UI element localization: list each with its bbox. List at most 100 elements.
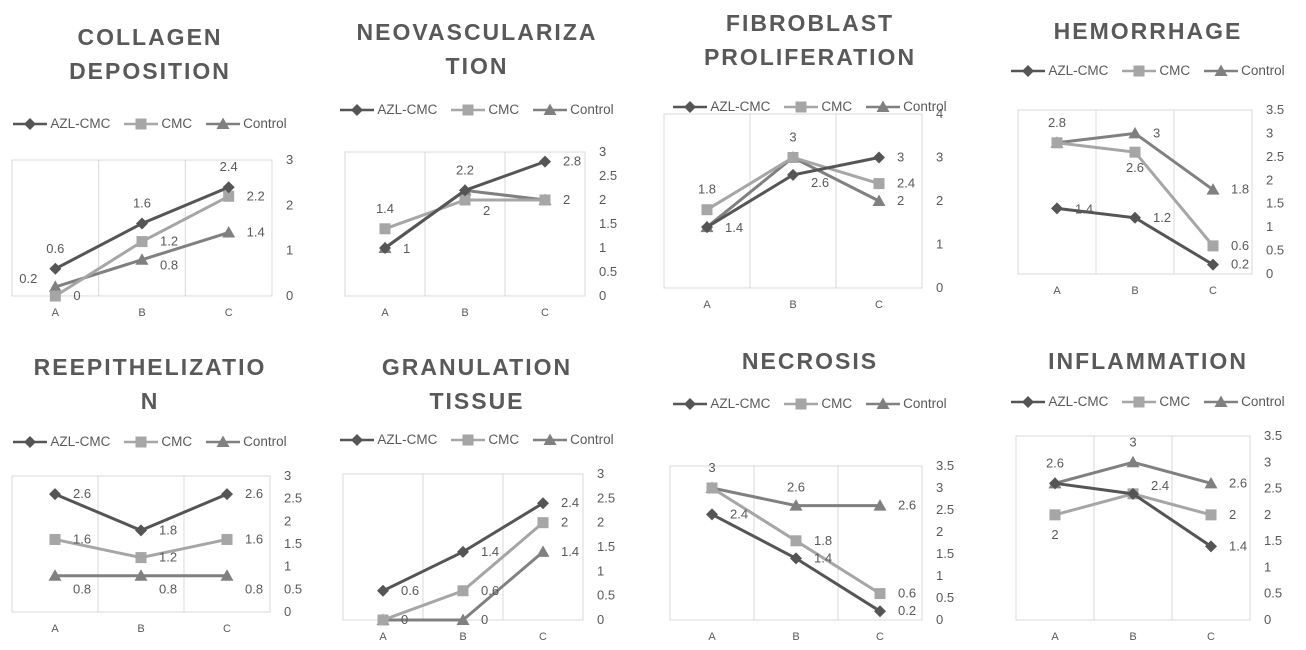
- data-label: 2: [561, 515, 568, 530]
- data-point: [48, 280, 62, 292]
- legend-marker: [216, 435, 230, 447]
- data-point: [789, 499, 803, 511]
- data-point: [136, 236, 148, 248]
- legend-label: CMC: [821, 99, 853, 114]
- plot-area: [11, 159, 273, 297]
- legend-marker: [684, 397, 697, 410]
- legend-swatch: [1011, 64, 1046, 77]
- chart-title-line: TISSUE: [429, 388, 525, 414]
- legend-label: CMC: [1159, 63, 1191, 78]
- data-point: [1129, 211, 1141, 224]
- legend-swatch: [13, 435, 48, 448]
- x-tick-label: C: [539, 631, 547, 643]
- data-point: [49, 290, 61, 302]
- data-point: [874, 588, 886, 600]
- y-tick-label: 2.5: [597, 490, 615, 505]
- data-point: [48, 569, 62, 581]
- data-point: [459, 184, 471, 197]
- legend-item: CMC: [1122, 394, 1190, 409]
- data-point: [790, 535, 802, 547]
- legend-swatch: [784, 101, 819, 112]
- legend-swatch: [206, 435, 241, 447]
- chart-panel: GRANULATION TISSUE AZL-CMC CMC Control 0 0.5 1 1…: [327, 350, 627, 650]
- legend-marker: [876, 397, 890, 409]
- data-label: 2: [483, 203, 490, 218]
- legend-marker: [1214, 64, 1228, 76]
- legend-item: CMC: [1122, 63, 1190, 78]
- y-tick-label: 3: [1264, 454, 1271, 469]
- legend-label: Control: [1241, 394, 1285, 409]
- y-tick-label: 1: [1266, 219, 1273, 234]
- y-tick-label: 0: [1264, 612, 1271, 627]
- chart-legend: AZL-CMC CMC Control: [0, 116, 300, 131]
- legend-label: Control: [903, 396, 947, 411]
- data-label: 0.6: [46, 241, 64, 256]
- data-label: 0.2: [1231, 257, 1249, 272]
- data-label: 0.8: [73, 582, 91, 597]
- legend-item: AZL-CMC: [1011, 63, 1108, 78]
- y-tick-label: 2: [1266, 172, 1273, 187]
- legend-label: AZL-CMC: [710, 396, 771, 411]
- chart-title: NECROSIS: [650, 344, 970, 378]
- legend-marker: [876, 100, 890, 112]
- x-tick-label: B: [789, 299, 796, 311]
- x-tick-label: A: [51, 623, 59, 635]
- data-label: 2.6: [1046, 455, 1064, 470]
- chart-legend: AZL-CMC CMC Control: [0, 434, 300, 449]
- x-tick-label: C: [223, 623, 231, 635]
- data-point: [539, 194, 551, 206]
- x-tick-label: C: [1207, 631, 1215, 643]
- data-label: 0.6: [898, 586, 916, 601]
- data-point: [135, 524, 147, 537]
- y-tick-label: 1.5: [599, 216, 617, 231]
- y-tick-label: 1.5: [1266, 196, 1284, 211]
- x-tick-label: B: [461, 307, 468, 319]
- data-label: 2.4: [1151, 478, 1169, 493]
- data-label: 3: [1153, 125, 1160, 140]
- legend-marker: [1022, 395, 1035, 408]
- line-chart: 0 0.5 1 1.5 2 2.5 3 3.5 A B C 2.8 1.4 3 2.6 1.2 1.8 0.6 0.…: [1017, 102, 1284, 297]
- chart-panel: FIBROBLAST PROLIFERATION AZL-CMC CMC Control…: [650, 6, 970, 311]
- legend-marker: [135, 436, 147, 447]
- y-tick-label: 2: [936, 524, 943, 539]
- legend-swatch: [451, 434, 486, 445]
- legend-swatch: [784, 398, 819, 409]
- data-point: [134, 569, 148, 581]
- chart-title-line: INFLAMMATION: [1048, 348, 1248, 374]
- plot-area: [11, 475, 271, 613]
- data-point: [457, 545, 469, 558]
- data-label: 1.4: [481, 544, 499, 559]
- data-label: 2.4: [730, 506, 748, 521]
- legend-item: Control: [1204, 63, 1285, 78]
- x-tick-label: C: [541, 307, 549, 319]
- x-tick-label: B: [459, 631, 466, 643]
- data-label: 0: [73, 288, 80, 303]
- legend-label: Control: [1241, 63, 1285, 78]
- y-tick-label: 3: [1266, 125, 1273, 140]
- data-point: [706, 482, 718, 494]
- legend-swatch: [1122, 396, 1157, 407]
- plot-area: [663, 113, 923, 289]
- y-tick-label: 3.5: [936, 458, 954, 473]
- y-tick-label: 1.5: [284, 536, 302, 551]
- x-tick-label: A: [379, 631, 387, 643]
- x-tick-label: A: [1053, 285, 1061, 297]
- legend-label: Control: [243, 116, 287, 131]
- legend-label: CMC: [1159, 394, 1191, 409]
- data-label: 1.4: [725, 220, 743, 235]
- legend-marker: [1133, 396, 1145, 407]
- chart-legend: AZL-CMC CMC Control: [650, 396, 970, 411]
- legend-item: Control: [533, 432, 614, 447]
- data-label: 2.6: [1126, 160, 1144, 175]
- y-tick-label: 3: [286, 152, 293, 167]
- y-tick-label: 0.5: [1264, 586, 1282, 601]
- y-tick-label: 0: [936, 612, 943, 627]
- y-tick-label: 3.5: [1266, 102, 1284, 117]
- legend-marker: [1214, 395, 1228, 407]
- data-label: 1.8: [159, 522, 177, 537]
- data-label: 1.6: [133, 195, 151, 210]
- legend-item: Control: [206, 116, 287, 131]
- data-point: [787, 168, 799, 181]
- data-point: [377, 614, 389, 626]
- data-point: [874, 605, 886, 618]
